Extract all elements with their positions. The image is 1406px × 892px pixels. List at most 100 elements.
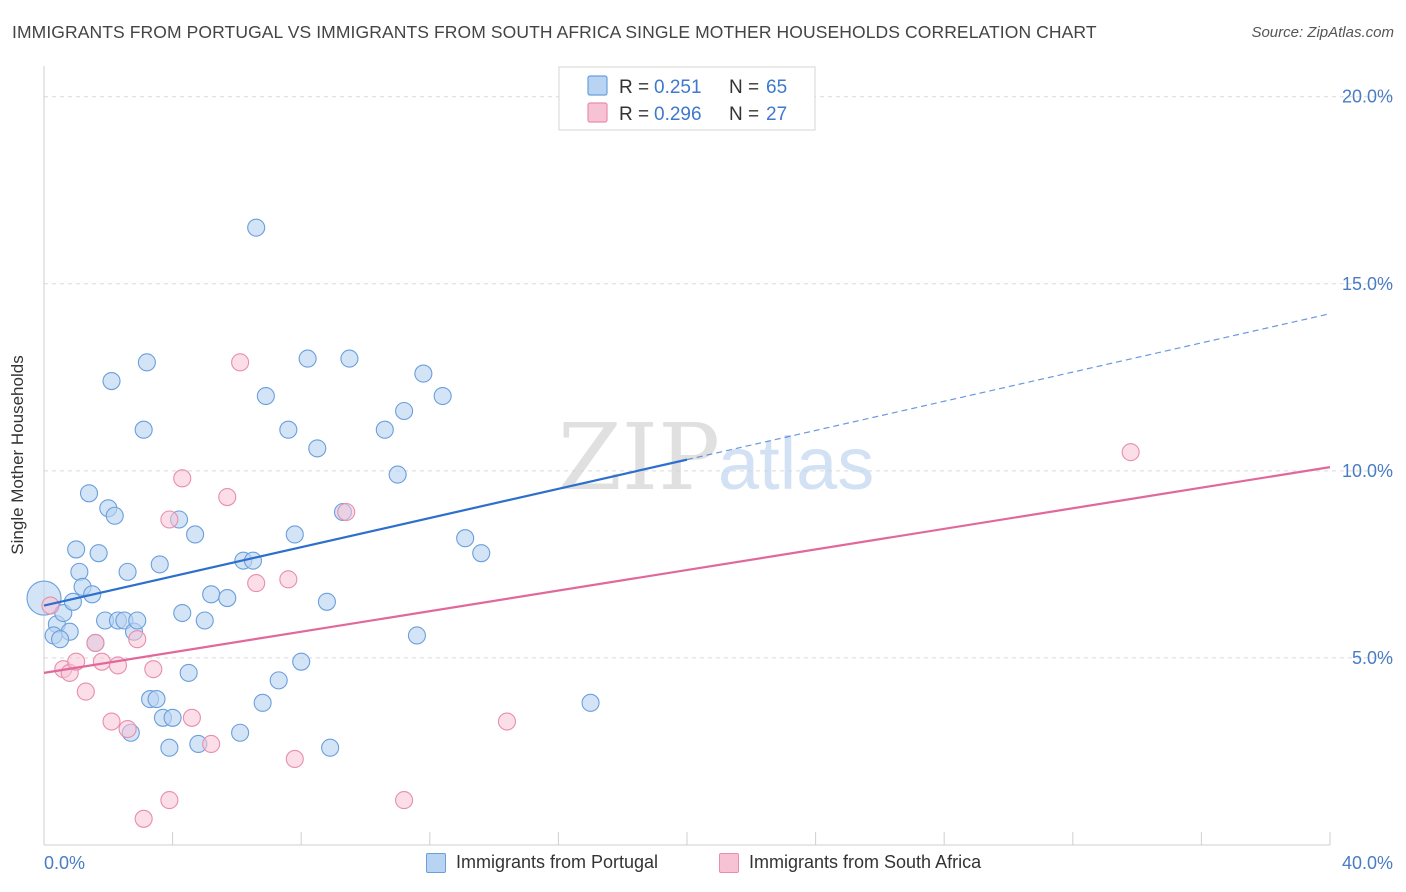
data-point-south-africa: [231, 353, 250, 372]
data-point-portugal: [63, 592, 82, 611]
watermark-zip: ZIP: [558, 404, 720, 511]
data-point-portugal: [160, 738, 179, 757]
legend-item-south-africa: Immigrants from South Africa: [719, 852, 981, 873]
data-point-portugal: [173, 603, 192, 623]
data-point-portugal: [269, 671, 288, 690]
data-point-portugal: [253, 693, 272, 712]
data-point-south-africa: [395, 791, 414, 810]
data-point-portugal: [388, 465, 407, 484]
data-point-portugal: [456, 529, 475, 548]
watermark: ZIP atlas: [558, 404, 874, 511]
data-point-portugal: [67, 540, 86, 559]
data-point-portugal: [247, 218, 266, 237]
data-point-portugal: [105, 506, 124, 525]
data-point-portugal: [395, 401, 414, 421]
grid-lines: [44, 96, 1392, 659]
data-point-portugal: [147, 690, 166, 709]
watermark-atlas: atlas: [718, 422, 874, 505]
y-tick-label: 15.0%: [1342, 274, 1393, 294]
data-point-south-africa: [173, 469, 192, 488]
data-point-portugal: [340, 349, 359, 368]
trend-lines: [43, 313, 1331, 674]
data-point-south-africa: [497, 712, 517, 731]
data-point-south-africa: [218, 487, 237, 507]
data-point-south-africa: [279, 570, 298, 589]
legend-item-portugal: Immigrants from Portugal: [426, 852, 658, 873]
data-point-portugal: [256, 386, 275, 406]
legend-swatch-portugal: [426, 852, 446, 873]
data-point-portugal: [472, 544, 491, 563]
data-point-portugal: [243, 551, 263, 570]
x-tick-label: 0.0%: [44, 853, 85, 873]
data-point-portugal: [137, 353, 156, 372]
data-point-south-africa: [160, 510, 179, 529]
data-point-portugal: [195, 611, 214, 630]
data-point-portugal: [163, 708, 182, 727]
data-point-portugal: [218, 589, 237, 608]
data-point-south-africa: [1121, 443, 1140, 462]
data-point-south-africa: [285, 749, 304, 768]
data-point-south-africa: [144, 660, 163, 679]
data-point-south-africa: [76, 682, 95, 701]
data-point-portugal: [70, 562, 89, 581]
bottom-legend: Immigrants from Portugal Immigrants from…: [0, 852, 1406, 876]
data-point-south-africa: [128, 630, 147, 649]
legend-label-portugal: Immigrants from Portugal: [456, 852, 659, 872]
legend-label-south-africa: Immigrants from South Africa: [749, 852, 982, 872]
data-point-portugal: [414, 364, 433, 383]
data-point-portugal: [179, 663, 198, 682]
data-point-portugal: [134, 420, 153, 439]
legend-n-value: 27: [766, 104, 787, 125]
trend-line-south-africa: [43, 466, 1331, 674]
data-point-portugal: [150, 555, 169, 574]
data-point-portugal: [321, 738, 340, 757]
data-point-portugal: [285, 525, 304, 544]
data-point-portugal: [581, 693, 600, 712]
data-point-south-africa: [337, 502, 356, 522]
data-point-portugal: [231, 723, 250, 742]
y-tick-label: 20.0%: [1342, 87, 1393, 107]
legend-r-label: R =: [619, 77, 649, 98]
data-point-portugal: [298, 349, 317, 368]
legend-r-value: 0.296: [654, 104, 702, 125]
data-point-portugal: [202, 585, 221, 604]
data-point-portugal: [102, 372, 121, 391]
data-point-portugal: [79, 484, 99, 503]
data-point-south-africa: [202, 734, 221, 754]
data-point-portugal: [186, 525, 205, 544]
data-point-portugal: [279, 420, 298, 439]
legend-box: R = 0.251 N = 65 R = 0.296 N = 27: [558, 66, 816, 131]
y-tick-label: 5.0%: [1352, 648, 1393, 668]
tick-labels: 5.0% 10.0% 15.0% 20.0% 0.0% 40.0%: [44, 87, 1393, 873]
data-point-south-africa: [160, 791, 179, 810]
legend-r-value: 0.251: [654, 77, 702, 98]
source-label: Source: ZipAtlas.com: [1251, 24, 1394, 41]
data-point-portugal: [128, 611, 147, 630]
data-point-portugal: [433, 386, 452, 406]
data-point-south-africa: [247, 574, 266, 593]
legend-swatch-south-africa: [587, 102, 608, 123]
data-point-south-africa: [67, 652, 86, 671]
data-point-portugal: [118, 562, 137, 581]
legend-swatch-portugal: [587, 75, 608, 96]
data-point-south-africa: [118, 719, 137, 739]
legend-n-label: N =: [729, 104, 759, 125]
legend-n-value: 65: [766, 77, 787, 98]
y-tick-label: 10.0%: [1342, 461, 1393, 481]
data-point-south-africa: [134, 809, 153, 828]
data-point-portugal: [51, 630, 70, 649]
data-point-portugal: [407, 626, 426, 645]
legend-swatch-south-africa: [719, 852, 739, 873]
legend-r-label: R =: [619, 104, 649, 125]
trend-line-portugal-extension: [686, 313, 1331, 461]
axes: [43, 66, 1331, 846]
data-point-south-africa: [182, 708, 201, 727]
trend-line-portugal: [43, 458, 688, 607]
data-point-portugal: [292, 652, 311, 671]
data-point-portugal: [375, 420, 394, 439]
x-tick-label: 40.0%: [1342, 853, 1393, 873]
data-point-south-africa: [86, 633, 105, 653]
y-axis-label: Single Mother Households: [8, 355, 27, 555]
data-point-portugal: [308, 439, 327, 458]
